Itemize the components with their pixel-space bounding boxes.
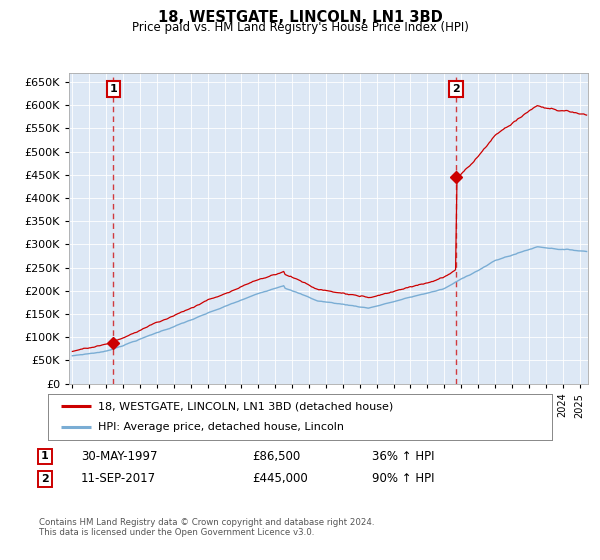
- Text: 1: 1: [41, 451, 49, 461]
- Text: 18, WESTGATE, LINCOLN, LN1 3BD: 18, WESTGATE, LINCOLN, LN1 3BD: [158, 10, 442, 25]
- Text: 11-SEP-2017: 11-SEP-2017: [81, 472, 156, 486]
- Text: Price paid vs. HM Land Registry's House Price Index (HPI): Price paid vs. HM Land Registry's House …: [131, 21, 469, 34]
- Text: £445,000: £445,000: [252, 472, 308, 486]
- Text: Contains HM Land Registry data © Crown copyright and database right 2024.
This d: Contains HM Land Registry data © Crown c…: [39, 518, 374, 538]
- Text: 18, WESTGATE, LINCOLN, LN1 3BD (detached house): 18, WESTGATE, LINCOLN, LN1 3BD (detached…: [98, 401, 394, 411]
- Text: 30-MAY-1997: 30-MAY-1997: [81, 450, 157, 463]
- Text: 2: 2: [452, 84, 460, 94]
- Text: 1: 1: [109, 84, 117, 94]
- Text: HPI: Average price, detached house, Lincoln: HPI: Average price, detached house, Linc…: [98, 422, 344, 432]
- Text: 2: 2: [41, 474, 49, 484]
- Text: 90% ↑ HPI: 90% ↑ HPI: [372, 472, 434, 486]
- Text: 36% ↑ HPI: 36% ↑ HPI: [372, 450, 434, 463]
- Text: £86,500: £86,500: [252, 450, 300, 463]
